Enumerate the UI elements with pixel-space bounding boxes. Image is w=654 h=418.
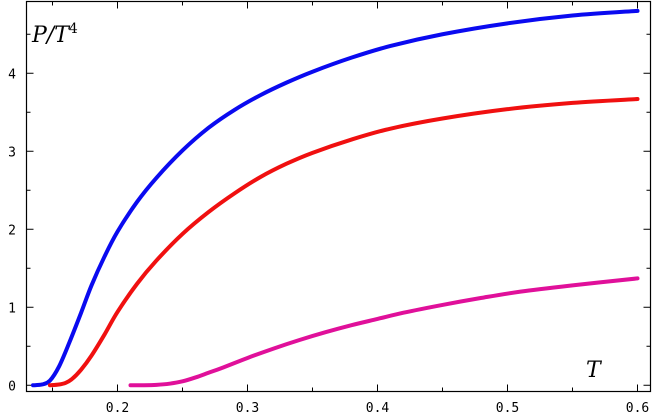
series-lines [31,8,640,388]
y-tick-label: 3 [8,145,16,160]
axis-tick-labels: 0.2 0.3 0.4 0.5 0.6 0 1 2 3 4 [8,67,649,416]
plot-frame [25,0,652,393]
series-line-2 [47,97,640,388]
y-tick-label: 2 [8,223,16,238]
axis-ticks [26,1,651,392]
x-tick-label: 0.6 [626,401,649,416]
y-tick-label: 4 [8,67,16,82]
y-axis-label-text: P/T [31,23,71,48]
x-axis-label: T [586,358,603,383]
series-line-1 [31,8,640,388]
y-tick-label: 1 [8,301,16,316]
x-tick-label: 0.5 [496,401,519,416]
x-tick-label: 0.2 [106,401,129,416]
x-tick-label: 0.3 [236,401,259,416]
series-line-3 [128,276,640,388]
y-axis-label: P/T4 [31,21,78,48]
y-axis-label-exponent: 4 [69,21,78,37]
y-tick-label: 0 [8,379,16,394]
x-tick-label: 0.4 [366,401,390,416]
